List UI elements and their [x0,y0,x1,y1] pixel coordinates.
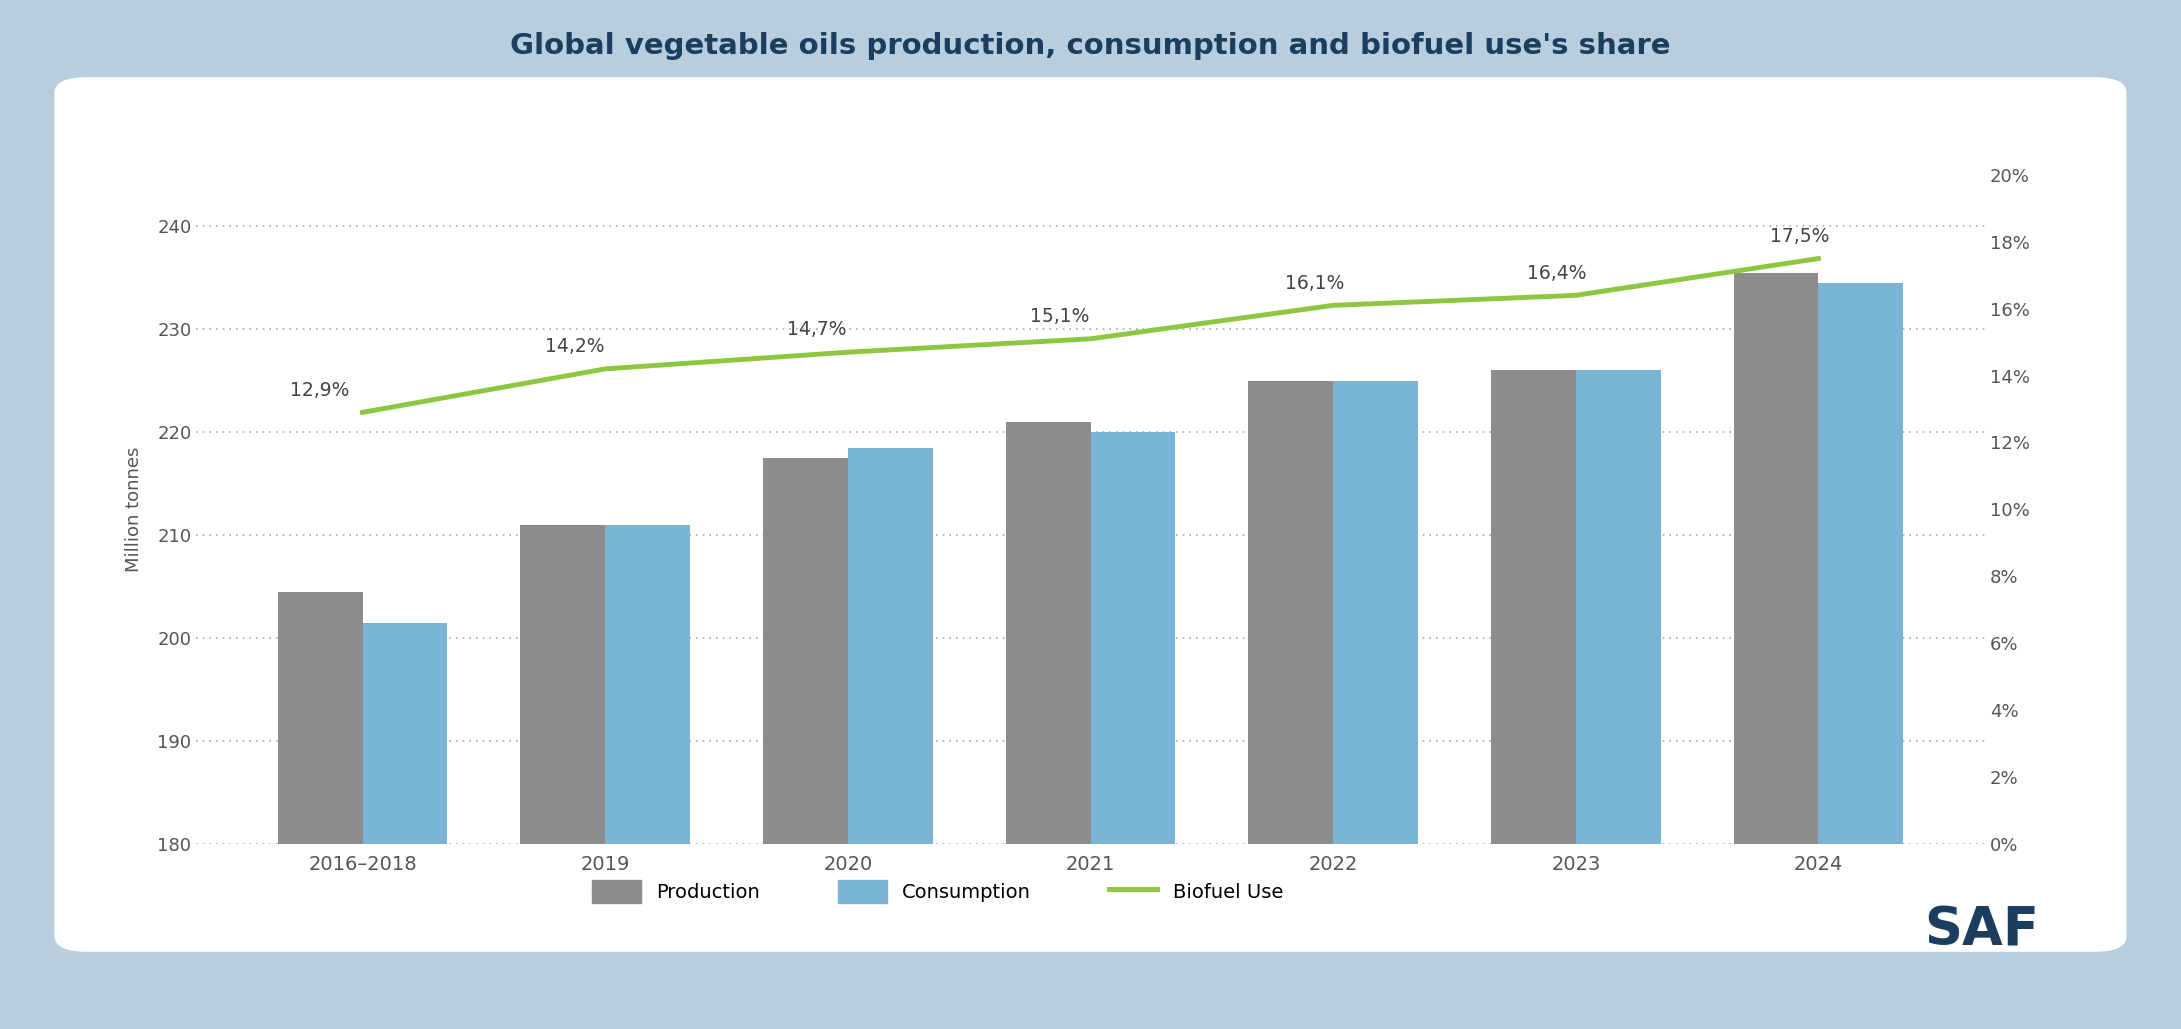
Text: 14,2%: 14,2% [545,338,604,356]
Bar [1734,273,1819,1029]
Text: 16,4%: 16,4% [1527,263,1588,283]
Bar [1248,381,1333,1029]
Bar [848,448,933,1029]
Bar [521,525,604,1029]
Bar [1577,370,1660,1029]
Text: SAF: SAF [1924,904,2039,957]
Y-axis label: Million tonnes: Million tonnes [124,447,144,572]
Text: 16,1%: 16,1% [1285,274,1343,292]
Legend: Production, Consumption, Biofuel Use: Production, Consumption, Biofuel Use [585,872,1291,912]
Bar [277,592,362,1029]
Bar [604,525,689,1029]
Bar [1090,432,1176,1029]
Text: 14,7%: 14,7% [787,320,846,340]
Bar [362,623,447,1029]
Bar [1492,370,1577,1029]
Bar [763,458,848,1029]
Text: 17,5%: 17,5% [1771,226,1830,246]
Bar [1819,283,1904,1029]
Text: 15,1%: 15,1% [1029,307,1088,326]
Text: 12,9%: 12,9% [290,381,349,399]
Bar [1005,422,1090,1029]
Text: Global vegetable oils production, consumption and biofuel use's share: Global vegetable oils production, consum… [510,32,1671,61]
Bar [1333,381,1418,1029]
